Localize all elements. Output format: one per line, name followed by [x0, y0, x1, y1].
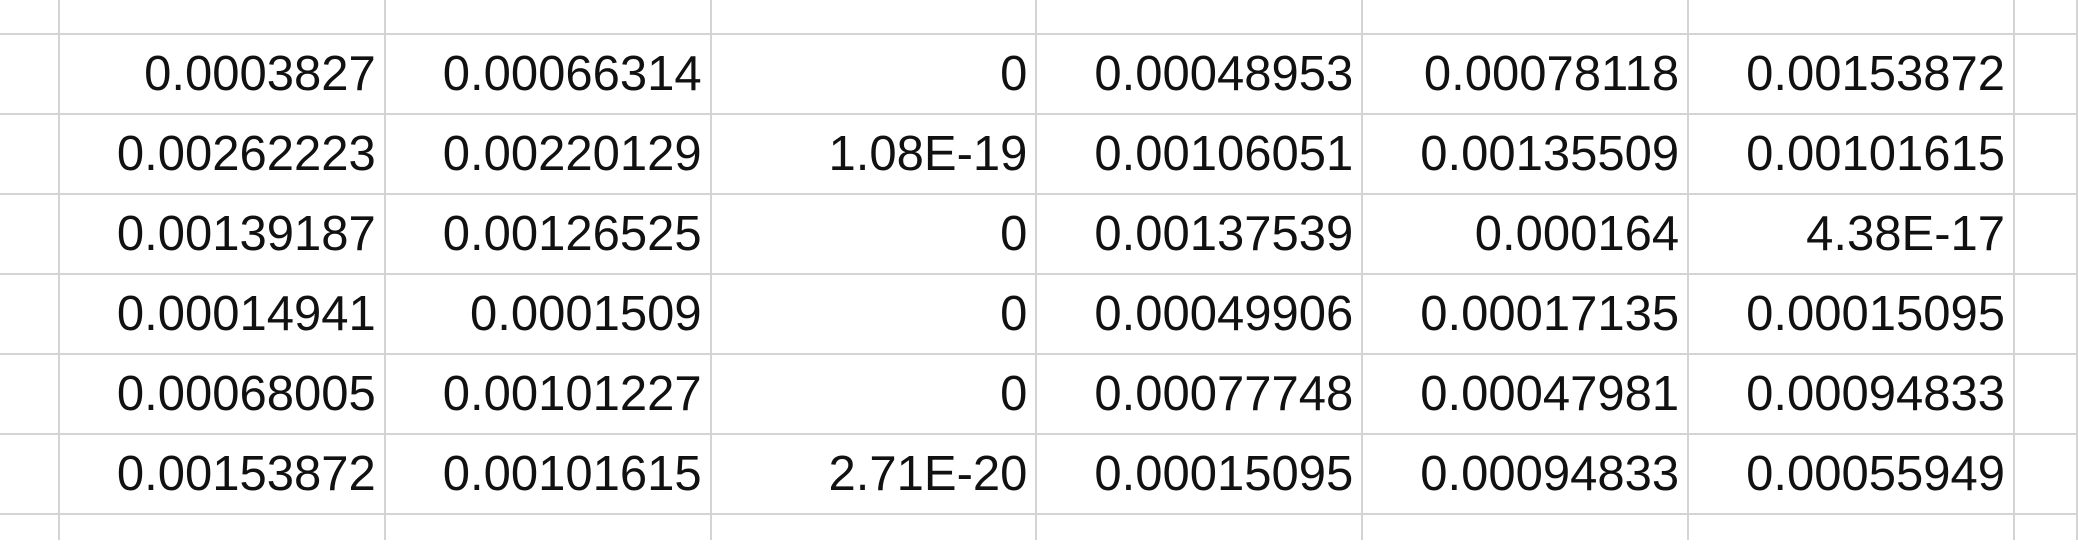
- cell[interactable]: 0.0001509: [383, 273, 712, 355]
- cell[interactable]: 0.00077748: [1035, 353, 1364, 435]
- cell[interactable]: [1361, 0, 1690, 35]
- cell[interactable]: 0.00049906: [1035, 273, 1364, 355]
- cell[interactable]: 0.00055949: [1687, 433, 2016, 515]
- cell[interactable]: [57, 0, 386, 35]
- cell[interactable]: 0.00094833: [1687, 353, 2016, 435]
- cell[interactable]: 0.00068005: [57, 353, 386, 435]
- cell[interactable]: 0: [709, 273, 1038, 355]
- cell[interactable]: 0: [709, 353, 1038, 435]
- cell[interactable]: 0.00101615: [1687, 113, 2016, 195]
- cell[interactable]: [57, 513, 386, 540]
- cell[interactable]: [1687, 0, 2016, 35]
- table-row: [0, 0, 2078, 35]
- cell[interactable]: [2013, 113, 2078, 195]
- cell[interactable]: [1035, 0, 1364, 35]
- cell[interactable]: 0.00078118: [1361, 33, 1690, 115]
- cell[interactable]: [2013, 0, 2078, 35]
- row-header-cell[interactable]: [0, 113, 60, 195]
- table-row: 0.00139187 0.00126525 0 0.00137539 0.000…: [0, 193, 2078, 275]
- cell[interactable]: 0.00139187: [57, 193, 386, 275]
- table-row: 0.00262223 0.00220129 1.08E-19 0.0010605…: [0, 113, 2078, 195]
- cell[interactable]: 0.00126525: [383, 193, 712, 275]
- cell[interactable]: [383, 513, 712, 540]
- cell[interactable]: [2013, 273, 2078, 355]
- row-header-cell[interactable]: [0, 273, 60, 355]
- row-header-cell[interactable]: [0, 433, 60, 515]
- row-header-cell[interactable]: [0, 353, 60, 435]
- cell[interactable]: 0.000164: [1361, 193, 1690, 275]
- cell[interactable]: 0.00066314: [383, 33, 712, 115]
- cell[interactable]: 0.00017135: [1361, 273, 1690, 355]
- cell[interactable]: 0.00015095: [1035, 433, 1364, 515]
- cell[interactable]: 0.00135509: [1361, 113, 1690, 195]
- cell[interactable]: [1361, 513, 1690, 540]
- cell[interactable]: [1035, 513, 1364, 540]
- cell[interactable]: 0.00153872: [1687, 33, 2016, 115]
- table-row: 0.0003827 0.00066314 0 0.00048953 0.0007…: [0, 33, 2078, 115]
- cell[interactable]: 0.00014941: [57, 273, 386, 355]
- cell[interactable]: 0: [709, 33, 1038, 115]
- cell[interactable]: 0: [709, 193, 1038, 275]
- cell[interactable]: [2013, 33, 2078, 115]
- cell[interactable]: 0.00220129: [383, 113, 712, 195]
- cell[interactable]: 0.00106051: [1035, 113, 1364, 195]
- row-header-cell[interactable]: [0, 193, 60, 275]
- cell[interactable]: 0.00262223: [57, 113, 386, 195]
- cell[interactable]: 0.00048953: [1035, 33, 1364, 115]
- cell[interactable]: 0.00153872: [57, 433, 386, 515]
- cell[interactable]: [2013, 353, 2078, 435]
- table-row: 0.00153872 0.00101615 2.71E-20 0.0001509…: [0, 433, 2078, 515]
- cell[interactable]: 0.00101615: [383, 433, 712, 515]
- cell[interactable]: 0.00101227: [383, 353, 712, 435]
- cell[interactable]: [383, 0, 712, 35]
- cell[interactable]: 0.0003827: [57, 33, 386, 115]
- cell[interactable]: [709, 0, 1038, 35]
- cell[interactable]: [709, 513, 1038, 540]
- cell[interactable]: 1.08E-19: [709, 113, 1038, 195]
- cell[interactable]: [2013, 433, 2078, 515]
- cell[interactable]: [2013, 193, 2078, 275]
- row-header-cell[interactable]: [0, 0, 60, 35]
- cell[interactable]: [1687, 513, 2016, 540]
- cell[interactable]: [2013, 513, 2078, 540]
- cell[interactable]: 0.00015095: [1687, 273, 2016, 355]
- cell[interactable]: 4.38E-17: [1687, 193, 2016, 275]
- cell[interactable]: 0.00094833: [1361, 433, 1690, 515]
- table-row: 0.00068005 0.00101227 0 0.00077748 0.000…: [0, 353, 2078, 435]
- cell[interactable]: 0.00137539: [1035, 193, 1364, 275]
- cell[interactable]: 0.00047981: [1361, 353, 1690, 435]
- table-row: 0.00014941 0.0001509 0 0.00049906 0.0001…: [0, 273, 2078, 355]
- row-header-cell[interactable]: [0, 513, 60, 540]
- row-header-cell[interactable]: [0, 33, 60, 115]
- table-row: [0, 513, 2078, 540]
- cell[interactable]: 2.71E-20: [709, 433, 1038, 515]
